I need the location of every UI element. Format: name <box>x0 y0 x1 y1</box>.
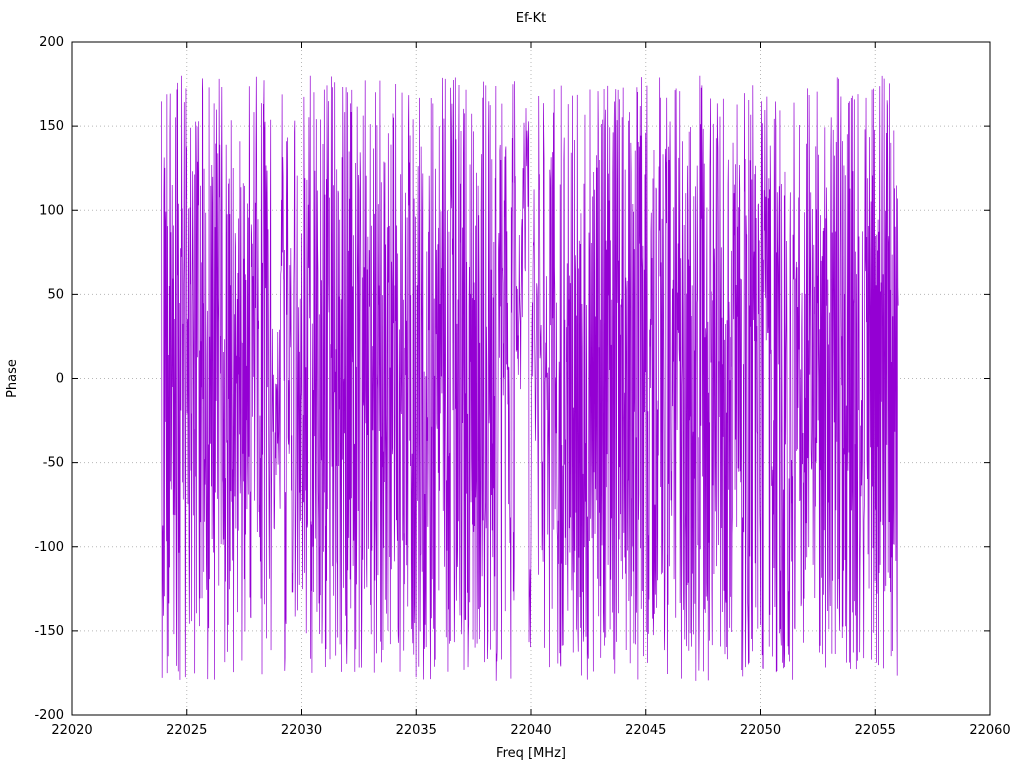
y-axis-label: Phase <box>5 359 20 398</box>
y-tick-label: 0 <box>56 372 64 387</box>
y-tick-label: -200 <box>34 708 64 723</box>
x-tick-label: 22025 <box>166 723 207 738</box>
x-tick-label: 22040 <box>510 723 551 738</box>
x-tick-label: 22050 <box>740 723 781 738</box>
y-tick-label: -100 <box>34 540 64 555</box>
y-tick-label: -150 <box>34 624 64 639</box>
x-tick-label: 22035 <box>396 723 437 738</box>
series-phase-line <box>161 75 899 681</box>
y-tick-label: -50 <box>43 456 64 471</box>
y-tick-label: 50 <box>47 287 64 302</box>
x-tick-label: 22060 <box>969 723 1010 738</box>
x-tick-label: 22030 <box>281 723 322 738</box>
x-tick-label: 22020 <box>51 723 92 738</box>
x-tick-label: 22045 <box>625 723 666 738</box>
x-axis-label: Freq [MHz] <box>496 746 566 761</box>
chart-title: Ef-Kt <box>516 11 546 26</box>
y-tick-label: 200 <box>39 35 64 50</box>
y-tick-label: 100 <box>39 203 64 218</box>
x-tick-label: 22055 <box>855 723 896 738</box>
y-tick-label: 150 <box>39 119 64 134</box>
